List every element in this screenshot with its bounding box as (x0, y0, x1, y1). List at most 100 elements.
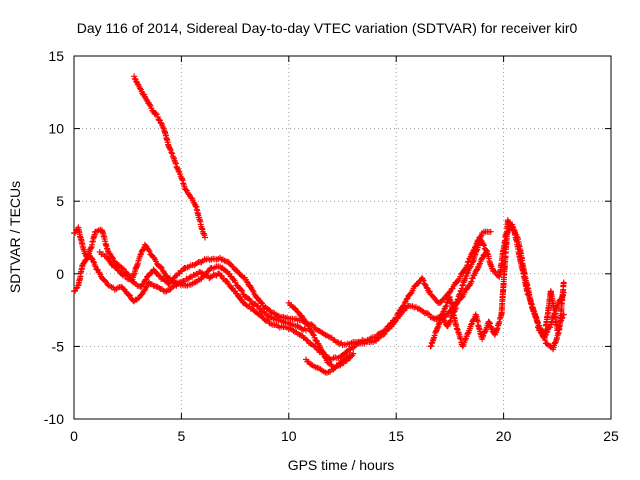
data-point-trail (137, 251, 144, 258)
data-point-trail (309, 331, 316, 338)
data-point-trail (239, 287, 246, 294)
data-point-trail (109, 255, 116, 262)
data-point-trail (204, 268, 211, 275)
x-tick-label: 25 (603, 428, 619, 444)
data-point-trail (90, 258, 97, 265)
data-point-trail (186, 274, 193, 281)
data-point-trail (105, 256, 112, 263)
data-point-trail (430, 293, 437, 300)
data-point-trail (555, 325, 562, 332)
data-point (487, 228, 494, 235)
data-point-trail (172, 160, 179, 167)
data-point-trail (308, 321, 315, 328)
data-point-trail (249, 287, 256, 294)
x-tick-label: 20 (496, 428, 512, 444)
data-point (474, 264, 481, 271)
x-tick-label: 5 (178, 428, 186, 444)
data-point-trail (126, 292, 133, 299)
data-point-trail (168, 149, 175, 156)
data-point-trail (243, 278, 250, 285)
plot-frame (73, 55, 612, 420)
data-point-trail (443, 302, 450, 309)
y-tick-label: 5 (56, 193, 64, 209)
y-tick-label: 15 (48, 48, 64, 64)
data-point (202, 234, 209, 241)
data-point-trail (152, 110, 159, 117)
data-point-trail (468, 321, 475, 328)
data-point-trail (230, 276, 237, 283)
data-point-trail (160, 269, 167, 276)
y-tick-label: 0 (56, 266, 64, 282)
data-point (560, 289, 567, 296)
data-point-trail (238, 286, 245, 293)
x-tick-labels: 0 5 10 15 20 25 (70, 428, 619, 444)
data-point-trail (505, 219, 512, 226)
data-point-trail (192, 203, 199, 210)
x-tick-label: 15 (388, 428, 404, 444)
data-points (71, 73, 567, 376)
data-point-trail (125, 291, 132, 298)
y-tick-label: 10 (48, 121, 64, 137)
y-tick-label: -10 (44, 411, 64, 427)
data-point-trail (464, 330, 471, 337)
data-point-trail (332, 338, 339, 345)
data-point-trail (457, 273, 464, 280)
data-point-trail (179, 175, 186, 182)
data-point-trail (142, 277, 149, 284)
data-point-trail (88, 255, 95, 262)
data-point-trail (462, 336, 469, 343)
data-point-trail (143, 284, 150, 291)
data-point-trail (440, 316, 447, 323)
data-point-trail (157, 264, 164, 271)
y-tick-label: -5 (52, 338, 65, 354)
data-point-trail (442, 303, 449, 310)
data-point-trail (437, 299, 444, 306)
series-late-c (534, 288, 567, 341)
data-point-trail (228, 284, 235, 291)
data-point (560, 311, 567, 318)
data-point-trail (468, 278, 475, 285)
data-point-trail (146, 248, 153, 255)
data-point (348, 352, 355, 359)
data-point-trail (381, 330, 388, 337)
data-point-trail (486, 319, 493, 326)
data-point-trail (170, 154, 177, 161)
y-axis-label: SDTVAR / TECUs (7, 181, 23, 293)
x-tick-label: 0 (70, 428, 78, 444)
data-point-trail (137, 85, 144, 92)
series-descending-segment (131, 73, 209, 241)
data-point-trail (387, 323, 394, 330)
data-point-trail (559, 293, 566, 300)
data-point-trail (556, 323, 563, 330)
data-point (150, 266, 157, 273)
series-main-a (71, 224, 494, 348)
series-late-b (431, 221, 567, 341)
data-point-trail (491, 268, 498, 275)
data-point-trail (297, 332, 304, 339)
data-point-trail (258, 299, 265, 306)
data-point-trail (119, 265, 126, 272)
data-point (560, 279, 567, 286)
series-mid-dip-2 (302, 352, 355, 376)
data-point (182, 186, 189, 193)
data-point-trail (407, 290, 414, 297)
series-main-c (96, 241, 309, 334)
data-point (380, 331, 387, 338)
data-point-trail (486, 320, 493, 327)
data-point-trail (120, 266, 127, 273)
data-point-trail (559, 314, 566, 321)
data-point-trail (447, 317, 454, 324)
data-point-trail (403, 296, 410, 303)
data-point (223, 278, 230, 285)
data-point-trail (175, 167, 182, 174)
data-point-trail (558, 315, 565, 322)
data-point-trail (169, 150, 176, 157)
data-point-trail (82, 257, 89, 264)
x-tick-label: 10 (281, 428, 297, 444)
series-main-b (71, 247, 490, 363)
data-point-trail (145, 246, 152, 253)
data-point-trail (308, 327, 315, 334)
data-point-trail (479, 255, 486, 262)
data-point-trail (184, 189, 191, 196)
